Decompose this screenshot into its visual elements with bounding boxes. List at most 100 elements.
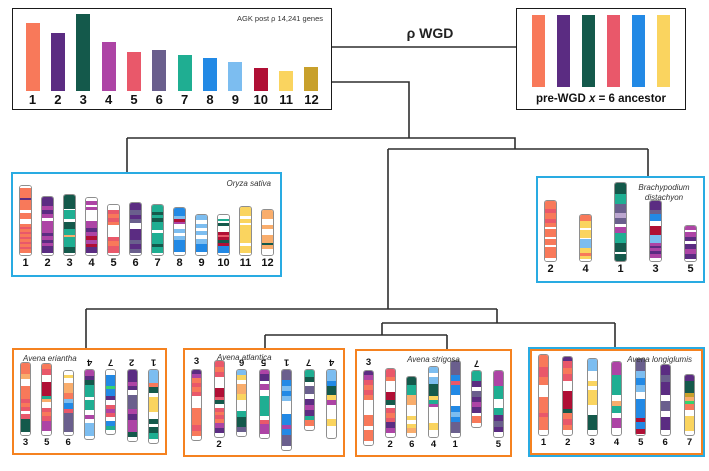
chromosome-segment — [580, 248, 591, 254]
chromosome-segment — [20, 242, 31, 245]
chromosome-segment — [84, 414, 94, 419]
chromosome-segment — [152, 232, 163, 244]
chromosome-segment — [130, 203, 141, 211]
chromosome-segment — [450, 394, 460, 407]
chromosome-segment — [20, 210, 31, 213]
chromosome-segment — [563, 356, 573, 361]
chromosome-segment — [327, 418, 336, 427]
chromosome-segment — [64, 195, 75, 209]
chromosome-segment — [450, 360, 460, 375]
chromosome-segment — [611, 361, 621, 376]
chromosome-segment — [63, 393, 73, 399]
chromosome-label: 5 — [44, 436, 49, 450]
chromosome-label: 5 — [496, 438, 501, 452]
agk-bar-group-12: 12 — [300, 67, 323, 106]
ancestor-bar-1 — [532, 15, 545, 87]
chromosome-segment — [21, 373, 30, 379]
chromosome-label-text: 5 — [638, 436, 644, 448]
chromosome-segment — [20, 226, 31, 230]
chromosome-segment — [472, 407, 482, 413]
chromosome-label-text: 3 — [193, 356, 200, 367]
chromosome-segment — [42, 210, 53, 214]
chromosome-segment — [685, 253, 696, 259]
agk-bar-label: 9 — [231, 92, 239, 107]
chromosome-segment — [20, 219, 31, 225]
chromosome-segment — [407, 423, 417, 429]
chromosome-segment — [86, 252, 97, 255]
chromosome-segment — [106, 412, 116, 417]
chromosome-avena-longiglumis-6: 6 — [659, 355, 671, 449]
chromosome-segment — [545, 236, 556, 239]
chromosome-label: 3 — [652, 262, 658, 277]
chromosome-segment — [240, 207, 251, 217]
chromosome-segment — [587, 405, 597, 416]
oryza-sativa-title: Oryza sativa — [226, 179, 271, 188]
chromosome-segment — [364, 394, 373, 400]
agk-bar-group-8: 8 — [199, 58, 222, 106]
chromosome-segment — [106, 389, 116, 397]
chromosome-segment — [196, 215, 207, 221]
chromosome-segment — [636, 428, 646, 435]
chromosome-segment — [20, 234, 31, 238]
chromosome-segment — [282, 401, 291, 415]
chromosome-oryza-sativa-9: 9 — [195, 178, 208, 271]
chromosome-segment — [84, 376, 94, 380]
chromosome-avena-eriantha-6: 6 — [62, 354, 74, 449]
chromosome-segment — [545, 229, 556, 237]
ancestor-label-x: x — [588, 93, 596, 105]
chromosome-avena-eriantha-4: 4 — [83, 354, 95, 449]
chromosome-segment — [20, 252, 31, 255]
chromosome-segment — [545, 238, 556, 246]
chromosome-segment — [385, 422, 395, 429]
chromosome-segment — [428, 395, 438, 400]
chromosome-segment — [174, 219, 185, 222]
chromosome-segment — [650, 226, 661, 235]
chromosome-segment — [192, 408, 201, 426]
chromosome-segment — [563, 373, 573, 381]
chromosome-segment — [428, 366, 438, 374]
agk-bar-12 — [304, 67, 319, 91]
chromosome-segment — [218, 231, 229, 236]
chromosome-segment — [650, 213, 661, 222]
chromosome-segment — [539, 430, 548, 435]
chromosome-segment — [493, 432, 503, 437]
chromosome-segment — [42, 197, 53, 207]
chromosome-bar — [579, 214, 592, 262]
chromosome-label-text: 6 — [409, 438, 415, 450]
chromosome-segment — [685, 226, 696, 231]
chromosome-segment — [218, 240, 229, 243]
chromosome-label: 4 — [431, 438, 436, 452]
chromosome-segment — [304, 369, 314, 378]
chromosome-label: 7 — [306, 355, 311, 369]
chromosome-segment — [282, 386, 291, 392]
chromosome-segment — [86, 201, 97, 205]
chromosome-avena-atlantica-6: 6 — [236, 354, 247, 451]
chromosome-segment — [218, 215, 229, 219]
chromosome-segment — [539, 354, 548, 368]
chromosome-segment — [385, 428, 395, 433]
chromosome-oryza-sativa-1: 1 — [19, 178, 32, 271]
chromosome-segment — [262, 219, 273, 225]
chromosome-segment — [385, 400, 395, 405]
chromosome-segment — [407, 394, 417, 406]
chromosome-segment — [407, 428, 417, 434]
chromosome-segment — [282, 369, 291, 381]
chromosome-segment — [615, 252, 626, 255]
agk-bar-11 — [279, 71, 294, 91]
chromosome-segment — [108, 210, 119, 215]
chromosome-segment — [650, 254, 661, 259]
ancestor-label-pre: pre-WGD — [535, 93, 589, 105]
agk-bar-5 — [126, 52, 141, 91]
chromosome-segment — [472, 416, 482, 423]
chromosome-avena-eriantha-7: 7 — [105, 354, 117, 449]
chromosome-segment — [450, 381, 460, 386]
chromosome-bar — [151, 204, 164, 256]
chromosome-segment — [152, 252, 163, 255]
agk-bar-7 — [177, 55, 192, 91]
chromosome-segment — [152, 247, 163, 253]
chromosome-segment — [611, 394, 621, 402]
chromosome-avena-strigosa-5: 5 — [492, 355, 504, 452]
chromosome-label-text: 6 — [662, 436, 668, 448]
chromosome-bar — [85, 197, 98, 256]
chromosome-segment — [130, 215, 141, 220]
